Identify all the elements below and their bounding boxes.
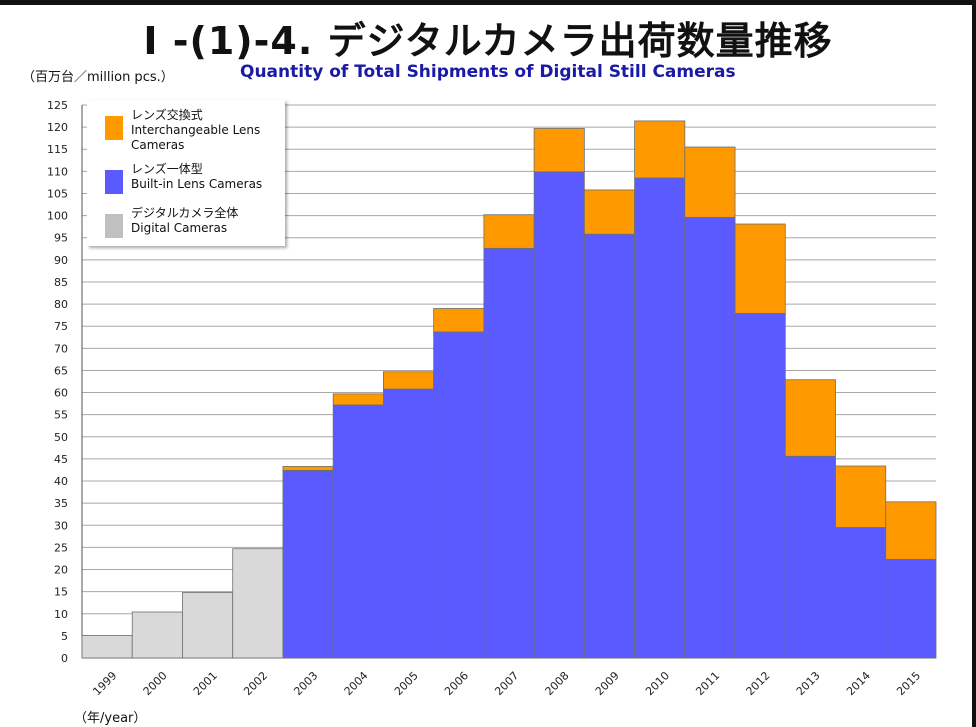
legend-swatch-digital-cameras [105,214,123,238]
y-tick-label: 20 [54,564,68,577]
bar-2007-series-1 [483,247,535,659]
bar-2009-series-2 [583,189,635,235]
y-tick-label: 75 [54,320,68,333]
legend-label-jp: レンズ一体型 [131,162,203,176]
bar-2013-series-2 [784,379,836,457]
x-tick-label: 2014 [844,669,873,698]
y-tick-label: 115 [47,143,68,156]
y-tick-label: 50 [54,431,68,444]
bar-2010-series-2 [634,120,686,179]
bar-1999-series-0 [81,635,133,659]
y-tick-label: 120 [47,121,68,134]
legend-label-en: Interchangeable Lens Cameras [131,123,261,152]
x-tick-label: 1999 [90,669,119,698]
bar-2003-series-2 [282,466,334,471]
y-tick-label: 15 [54,586,68,599]
bar-2007-series-2 [483,214,535,249]
chart-legend: レンズ交換式 Interchangeable Lens Cameras レンズ一… [87,100,285,246]
x-tick-label: 2000 [141,669,170,698]
bar-2004-series-1 [332,404,384,659]
legend-label-jp: デジタルカメラ全体 [131,206,239,220]
x-tick-label: 2010 [643,669,672,698]
bar-2015-series-1 [885,558,937,659]
bar-2006-series-2 [433,308,485,333]
y-tick-label: 0 [61,652,68,665]
bar-2005-series-2 [383,371,435,390]
bar-2011-series-1 [684,216,736,659]
y-tick-label: 35 [54,497,68,510]
page-title: I -(1)-4. デジタルカメラ出荷数量推移 [143,19,833,63]
x-tick-label: 2003 [291,669,320,698]
legend-label-en: Built-in Lens Cameras [131,177,263,191]
x-tick-label: 2012 [744,669,773,698]
bar-2004-series-2 [332,393,384,406]
y-tick-label: 25 [54,541,68,554]
x-tick-label: 2011 [693,669,722,698]
bar-2006-series-1 [433,331,485,659]
y-tick-label: 40 [54,475,68,488]
bar-2001-series-0 [182,592,234,659]
y-tick-label: 95 [54,232,68,245]
legend-swatch-built-in [105,170,123,194]
y-tick-label: 110 [47,165,68,178]
x-axis-unit-label: （年/year） [74,711,147,726]
bar-2013-series-1 [784,455,836,659]
y-tick-label: 5 [61,630,68,643]
y-tick-label: 30 [54,519,68,532]
bar-2012-series-2 [734,223,786,314]
y-tick-label: 55 [54,409,68,422]
x-tick-label: 2004 [342,669,371,698]
y-tick-label: 45 [54,453,68,466]
x-tick-label: 2002 [241,669,270,698]
y-axis-unit-label: （百万台／million pcs.） [22,70,174,85]
y-tick-label: 60 [54,387,68,400]
bar-2008-series-2 [533,128,585,173]
bar-2012-series-1 [734,312,786,659]
x-tick-label: 2005 [392,669,421,698]
x-tick-label: 2007 [492,669,521,698]
bar-2009-series-1 [583,233,635,659]
x-tick-label: 2009 [593,669,622,698]
y-tick-label: 85 [54,276,68,289]
bar-2002-series-0 [232,548,284,659]
bar-2015-series-2 [885,501,937,560]
bar-2008-series-1 [533,171,585,659]
x-tick-label: 2001 [191,669,220,698]
legend-swatch-interchangeable [105,116,123,140]
y-tick-label: 65 [54,364,68,377]
bar-2014-series-1 [835,527,887,659]
chart-subtitle: Quantity of Total Shipments of Digital S… [240,62,736,82]
y-tick-label: 80 [54,298,68,311]
x-tick-label: 2008 [543,669,572,698]
y-tick-label: 70 [54,342,68,355]
top-frame-border [0,0,972,5]
bar-2005-series-1 [383,388,435,659]
legend-label-jp: レンズ交換式 [131,108,203,122]
y-tick-label: 125 [47,99,68,112]
x-tick-label: 2013 [794,669,823,698]
y-tick-label: 90 [54,254,68,267]
y-tick-label: 105 [47,187,68,200]
y-tick-label: 10 [54,608,68,621]
legend-label-en: Digital Cameras [131,221,228,235]
x-tick-label: 2015 [894,669,923,698]
bar-2003-series-1 [282,470,334,659]
bar-2011-series-2 [684,146,736,218]
x-tick-label: 2006 [442,669,471,698]
bar-2000-series-0 [131,611,183,659]
bar-2014-series-2 [835,465,887,528]
y-tick-label: 100 [47,210,68,223]
bar-2010-series-1 [634,177,686,659]
right-frame-border [972,0,976,727]
